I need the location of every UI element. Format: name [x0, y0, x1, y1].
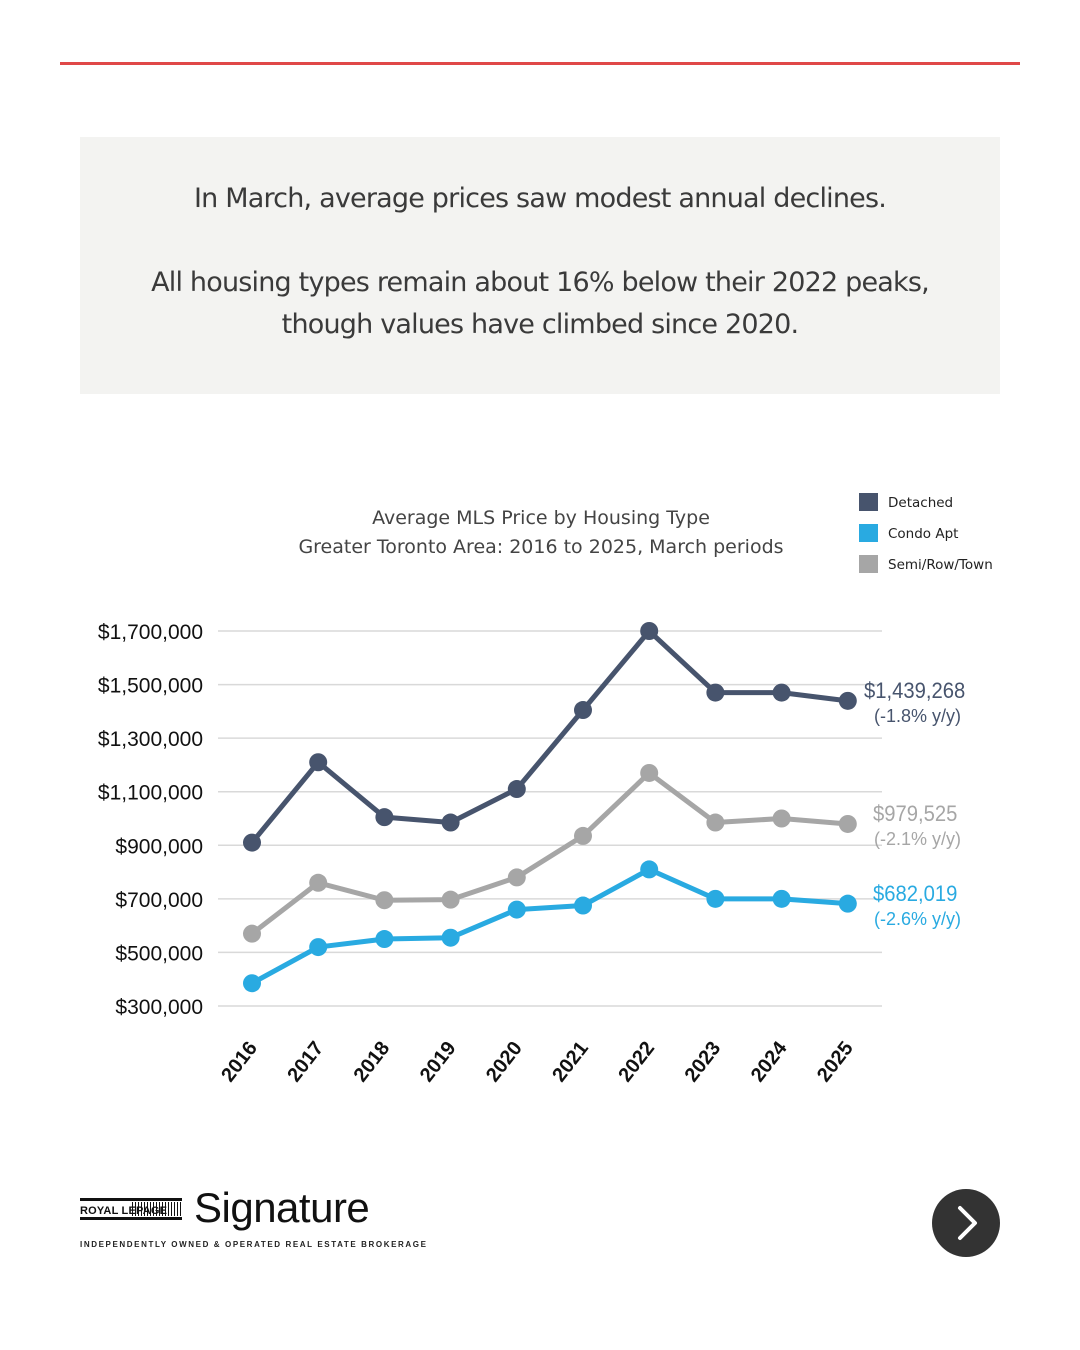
legend-label: Semi/Row/Town — [888, 557, 993, 573]
data-point — [640, 763, 659, 782]
series-condo-apt — [243, 860, 857, 993]
data-point — [243, 833, 261, 852]
x-tick-label: 2023 — [681, 1038, 726, 1087]
legend-swatch — [859, 493, 878, 511]
data-point — [706, 889, 725, 908]
data-point — [507, 868, 526, 887]
data-point — [309, 938, 328, 957]
data-point — [574, 826, 592, 845]
series-line — [250, 628, 849, 845]
legend-swatch — [859, 524, 878, 542]
x-tick-label: 2017 — [283, 1038, 328, 1087]
end-change-label: (-1.8% y/y) — [874, 706, 961, 726]
x-tick-label: 2019 — [416, 1038, 461, 1087]
series-lines — [243, 622, 857, 993]
data-point — [640, 860, 659, 879]
top-accent-rule — [60, 62, 1020, 65]
callout-line-1: In March, average prices saw modest annu… — [193, 183, 887, 214]
callout-line-3: though values have climbed since 2020. — [281, 309, 799, 340]
y-tick-label: $1,300,000 — [98, 728, 203, 751]
x-tick-label: 2024 — [747, 1037, 792, 1086]
series-line — [250, 770, 849, 936]
end-value-label: $682,019 — [873, 882, 957, 906]
legend-item: Detached — [859, 493, 953, 511]
x-tick-label: 2022 — [614, 1038, 659, 1087]
legend-item: Condo Apt — [859, 524, 958, 542]
series-line — [250, 866, 848, 986]
end-labels: $1,439,268 (-1.8% y/y) $979,525 (-2.1% y/y)… — [864, 679, 965, 929]
legend-swatch — [859, 555, 878, 573]
y-tick-label: $900,000 — [115, 835, 203, 858]
brand-tagline: INDEPENDENTLY OWNED & OPERATED REAL ESTA… — [80, 1240, 428, 1249]
data-point — [838, 894, 857, 913]
data-point — [772, 809, 791, 828]
summary-callout: In March, average prices saw modest annu… — [80, 137, 1000, 394]
end-change-label: (-2.6% y/y) — [874, 909, 961, 929]
data-point — [507, 780, 526, 799]
data-point — [640, 622, 659, 640]
brand-logo: ROYAL LEPAGE Signature INDEPENDENTLY OWN… — [80, 1184, 426, 1260]
y-tick-label: $500,000 — [115, 942, 203, 965]
data-point — [441, 928, 460, 947]
data-point — [838, 814, 857, 833]
data-point — [375, 930, 394, 949]
legend-item: Semi/Row/Town — [859, 555, 993, 573]
legend-label: Detached — [888, 495, 953, 511]
series-detached — [243, 622, 857, 852]
y-tick-label: $1,500,000 — [98, 675, 203, 698]
end-value-label: $1,439,268 — [864, 679, 965, 703]
y-tick-label: $1,700,000 — [98, 621, 203, 644]
x-tick-label: 2025 — [813, 1038, 858, 1087]
callout-line-2: All housing types remain about 16% below… — [151, 267, 930, 298]
y-tick-label: $700,000 — [115, 889, 203, 912]
data-point — [441, 813, 460, 832]
x-tick-label: 2020 — [482, 1038, 527, 1087]
data-point — [574, 896, 592, 915]
y-axis-ticks: $300,000 $500,000 $700,000 $900,000 $1,100,0… — [98, 621, 203, 1019]
series-semi-row-town — [243, 763, 857, 943]
grid-lines — [218, 630, 882, 1007]
legend: Detached Condo Apt Semi/Row/Town — [859, 493, 993, 573]
end-change-label: (-2.1% y/y) — [874, 829, 961, 849]
data-point — [309, 873, 328, 892]
chevron-right-icon — [958, 1206, 977, 1240]
data-point — [441, 890, 460, 909]
chart-title: Average MLS Price by Housing Type — [372, 507, 710, 529]
data-point — [772, 889, 791, 908]
data-point — [706, 813, 725, 832]
price-line-chart: $300,000 $500,000 $700,000 $900,000 $1,100,0… — [98, 493, 993, 1086]
y-tick-label: $300,000 — [115, 996, 203, 1019]
data-point — [375, 808, 394, 827]
data-point — [574, 701, 592, 720]
legend-label: Condo Apt — [888, 526, 958, 542]
data-point — [706, 683, 725, 702]
data-point — [243, 974, 261, 993]
data-point — [838, 691, 857, 710]
x-tick-label: 2021 — [548, 1038, 593, 1087]
y-tick-label: $1,100,000 — [98, 782, 203, 805]
x-axis-ticks: 2016 2017 2018 2019 2020 2021 2022 2023 2024 2025 — [217, 1037, 858, 1086]
data-point — [309, 753, 328, 772]
data-point — [375, 891, 394, 910]
next-button[interactable] — [932, 1189, 1000, 1257]
end-value-label: $979,525 — [873, 802, 957, 826]
brand-name: Signature — [194, 1184, 370, 1231]
data-point — [772, 683, 791, 702]
data-point — [507, 900, 526, 919]
royal-lepage-box — [80, 1198, 182, 1220]
data-point — [243, 924, 261, 943]
royal-lepage-bars — [132, 1202, 182, 1216]
x-tick-label: 2018 — [350, 1038, 395, 1087]
x-tick-label: 2016 — [217, 1038, 262, 1087]
chart-subtitle: Greater Toronto Area: 2016 to 2025, Marc… — [298, 536, 783, 558]
